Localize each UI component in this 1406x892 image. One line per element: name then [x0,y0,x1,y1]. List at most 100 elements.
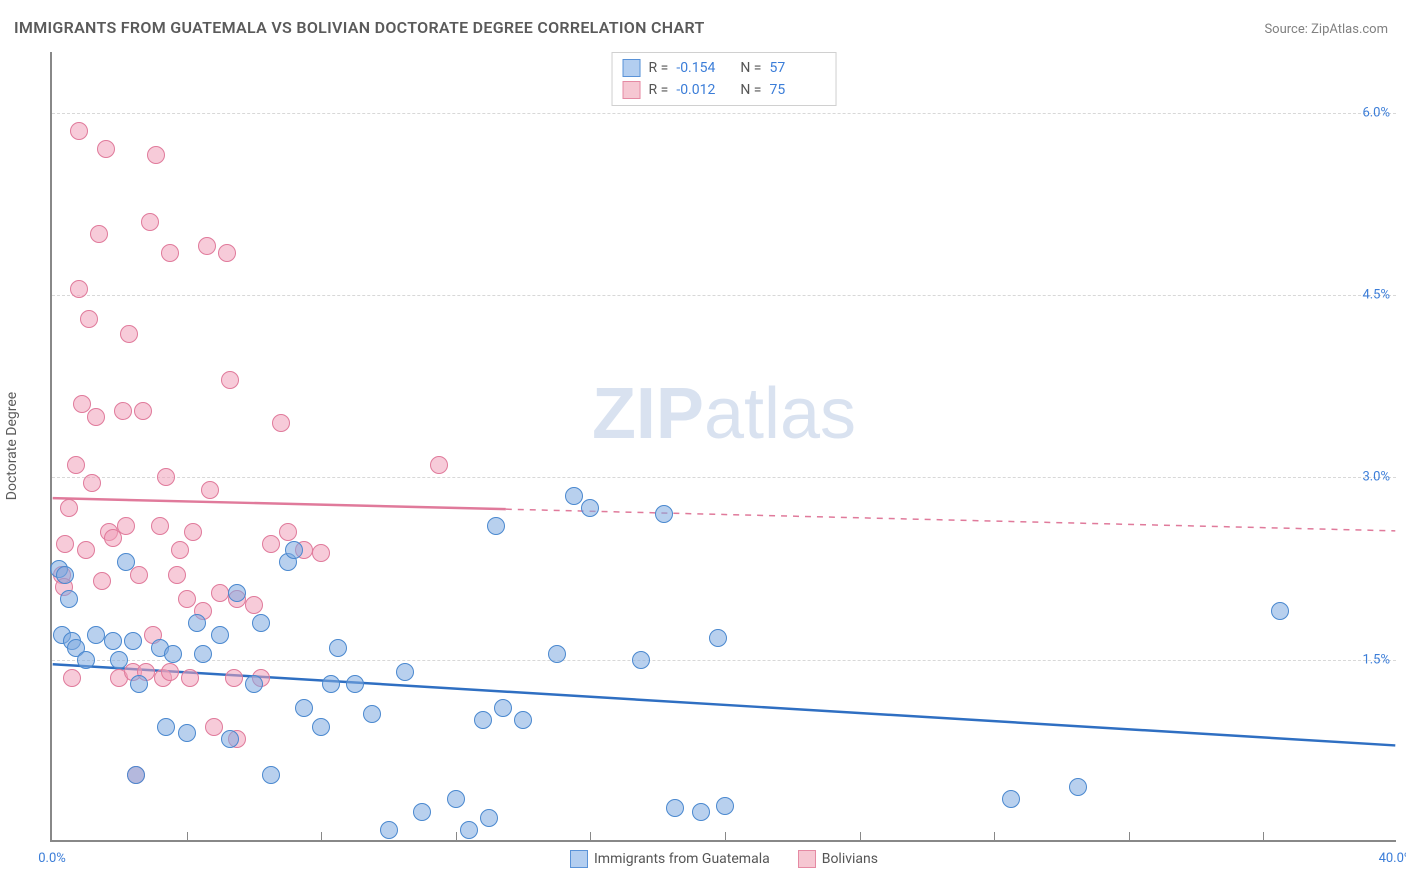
chart-container: IMMIGRANTS FROM GUATEMALA VS BOLIVIAN DO… [0,0,1406,892]
stats-row-1: R = -0.012 N = 75 [623,79,826,101]
scatter-point-bolivians [161,244,179,262]
scatter-point-guatemala [487,517,505,535]
scatter-point-guatemala [692,803,710,821]
scatter-point-bolivians [97,140,115,158]
gridline-h [52,477,1396,478]
x-tick-min: 0.0% [38,851,66,866]
scatter-point-bolivians [60,499,78,517]
scatter-point-guatemala [104,632,122,650]
scatter-point-bolivians [221,371,239,389]
y-tick-label: 1.5% [1362,652,1390,667]
scatter-point-bolivians [117,517,135,535]
stats-swatch-0 [623,59,641,77]
scatter-point-guatemala [329,639,347,657]
scatter-point-guatemala [157,718,175,736]
scatter-point-bolivians [184,523,202,541]
plot-area: ZIPatlas R = -0.154 N = 57 R = -0.012 N … [50,52,1396,842]
trend-line-bolivians [53,498,506,509]
scatter-point-guatemala [312,718,330,736]
stat-r-val-1: -0.012 [676,79,732,101]
scatter-point-bolivians [157,468,175,486]
scatter-point-bolivians [130,566,148,584]
stat-r-val-0: -0.154 [676,57,732,79]
x-minor-tick [187,832,188,840]
scatter-point-guatemala [295,699,313,717]
x-tick-max: 40.0% [1379,851,1406,866]
scatter-point-bolivians [178,590,196,608]
scatter-point-guatemala [346,675,364,693]
legend-label-1: Bolivians [822,851,878,867]
x-minor-tick [590,832,591,840]
scatter-point-guatemala [655,505,673,523]
scatter-point-bolivians [151,517,169,535]
stats-legend: R = -0.154 N = 57 R = -0.012 N = 75 [612,52,837,106]
y-tick-label: 6.0% [1362,105,1390,120]
stat-n-label-0: N = [740,57,761,79]
source-label: Source: [1264,22,1307,37]
scatter-point-bolivians [70,280,88,298]
watermark-bold: ZIP [592,374,704,454]
legend-swatch-0 [570,850,588,868]
scatter-point-bolivians [272,414,290,432]
gridline-h [52,660,1396,661]
scatter-point-guatemala [494,699,512,717]
scatter-point-bolivians [134,402,152,420]
legend-label-0: Immigrants from Guatemala [594,851,770,867]
series-legend: Immigrants from Guatemala Bolivians [570,850,878,868]
x-minor-tick [725,832,726,840]
scatter-point-bolivians [120,325,138,343]
scatter-point-bolivians [147,146,165,164]
legend-item-0: Immigrants from Guatemala [570,850,770,868]
scatter-point-guatemala [1271,602,1289,620]
scatter-point-bolivians [161,663,179,681]
scatter-point-bolivians [63,669,81,687]
scatter-point-guatemala [221,730,239,748]
scatter-point-guatemala [285,541,303,559]
scatter-point-bolivians [205,718,223,736]
stats-swatch-1 [623,81,641,99]
legend-item-1: Bolivians [798,850,878,868]
trend-line-dash-bolivians [506,509,1395,531]
scatter-point-guatemala [322,675,340,693]
scatter-point-bolivians [312,544,330,562]
scatter-point-bolivians [279,523,297,541]
scatter-point-bolivians [83,474,101,492]
scatter-point-guatemala [164,645,182,663]
scatter-point-bolivians [90,225,108,243]
scatter-point-guatemala [110,651,128,669]
scatter-point-bolivians [225,669,243,687]
stat-r-label-0: R = [649,57,669,79]
scatter-point-bolivians [77,541,95,559]
x-minor-tick [994,832,995,840]
scatter-point-guatemala [460,821,478,839]
y-tick-label: 3.0% [1362,470,1390,485]
scatter-point-guatemala [548,645,566,663]
scatter-point-bolivians [198,237,216,255]
scatter-point-guatemala [77,651,95,669]
scatter-point-bolivians [211,584,229,602]
scatter-point-guatemala [1002,790,1020,808]
scatter-point-bolivians [87,408,105,426]
legend-swatch-1 [798,850,816,868]
scatter-point-guatemala [709,629,727,647]
scatter-point-bolivians [181,669,199,687]
x-minor-tick [456,832,457,840]
scatter-point-guatemala [1069,778,1087,796]
scatter-point-bolivians [430,456,448,474]
scatter-point-guatemala [178,724,196,742]
scatter-point-guatemala [396,663,414,681]
y-tick-label: 4.5% [1362,288,1390,303]
scatter-point-guatemala [117,553,135,571]
trend-lines-svg [52,52,1396,840]
scatter-point-guatemala [130,675,148,693]
scatter-point-guatemala [127,766,145,784]
scatter-point-bolivians [114,402,132,420]
scatter-point-bolivians [70,122,88,140]
scatter-point-bolivians [80,310,98,328]
scatter-point-guatemala [363,705,381,723]
x-minor-tick [321,832,322,840]
gridline-h [52,113,1396,114]
scatter-point-guatemala [188,614,206,632]
scatter-point-bolivians [56,535,74,553]
scatter-point-bolivians [262,535,280,553]
